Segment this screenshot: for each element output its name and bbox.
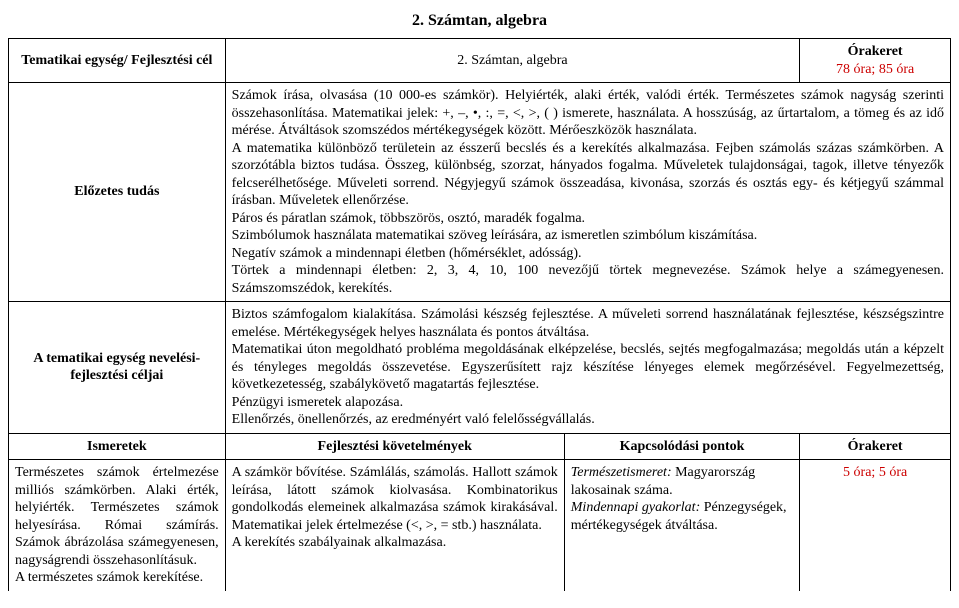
- time-frame: Órakeret 78 óra; 85 óra: [800, 39, 951, 83]
- time-frame-value: 78 óra; 85 óra: [836, 62, 914, 77]
- unit-title: 2. Számtan, algebra: [225, 39, 800, 83]
- table-row: Tematikai egység/ Fejlesztési cél 2. Szá…: [9, 39, 951, 83]
- table-row: Előzetes tudás Számok írása, olvasása (1…: [9, 83, 951, 302]
- prior-knowledge-body: Számok írása, olvasása (10 000-es számkö…: [225, 83, 950, 302]
- goals-label: A tematikai egység nevelési-fejlesztési …: [9, 302, 226, 434]
- col-header-fejlesztesi: Fejlesztési követelmények: [225, 433, 564, 460]
- table-row: A tematikai egység nevelési-fejlesztési …: [9, 302, 951, 434]
- table-row: Természetes számok értelmezése milliós s…: [9, 460, 951, 591]
- prior-knowledge-label: Előzetes tudás: [9, 83, 226, 302]
- col-header-orakeret: Órakeret: [800, 433, 951, 460]
- col-header-kapcsolodasi: Kapcsolódási pontok: [564, 433, 800, 460]
- table-row: Ismeretek Fejlesztési követelmények Kapc…: [9, 433, 951, 460]
- time-frame-label: Órakeret: [848, 44, 903, 59]
- curriculum-table: Tematikai egység/ Fejlesztési cél 2. Szá…: [8, 38, 951, 591]
- page-title: 2. Számtan, algebra: [8, 12, 951, 30]
- orakeret-cell: 5 óra; 5 óra: [800, 460, 951, 591]
- col-header-ismeretek: Ismeretek: [9, 433, 226, 460]
- kapcsolodasi-cell: Természetismeret: Magyarország lakosaina…: [564, 460, 800, 591]
- ismeretek-cell: Természetes számok értelmezése milliós s…: [9, 460, 226, 591]
- kapcsolodasi-term2: Mindennapi gyakorlat:: [571, 500, 700, 515]
- fejlesztesi-cell: A számkör bővítése. Számlálás, számolás.…: [225, 460, 564, 591]
- unit-label: Tematikai egység/ Fejlesztési cél: [9, 39, 226, 83]
- goals-body: Biztos számfogalom kialakítása. Számolás…: [225, 302, 950, 434]
- kapcsolodasi-term1: Természetismeret:: [571, 465, 672, 480]
